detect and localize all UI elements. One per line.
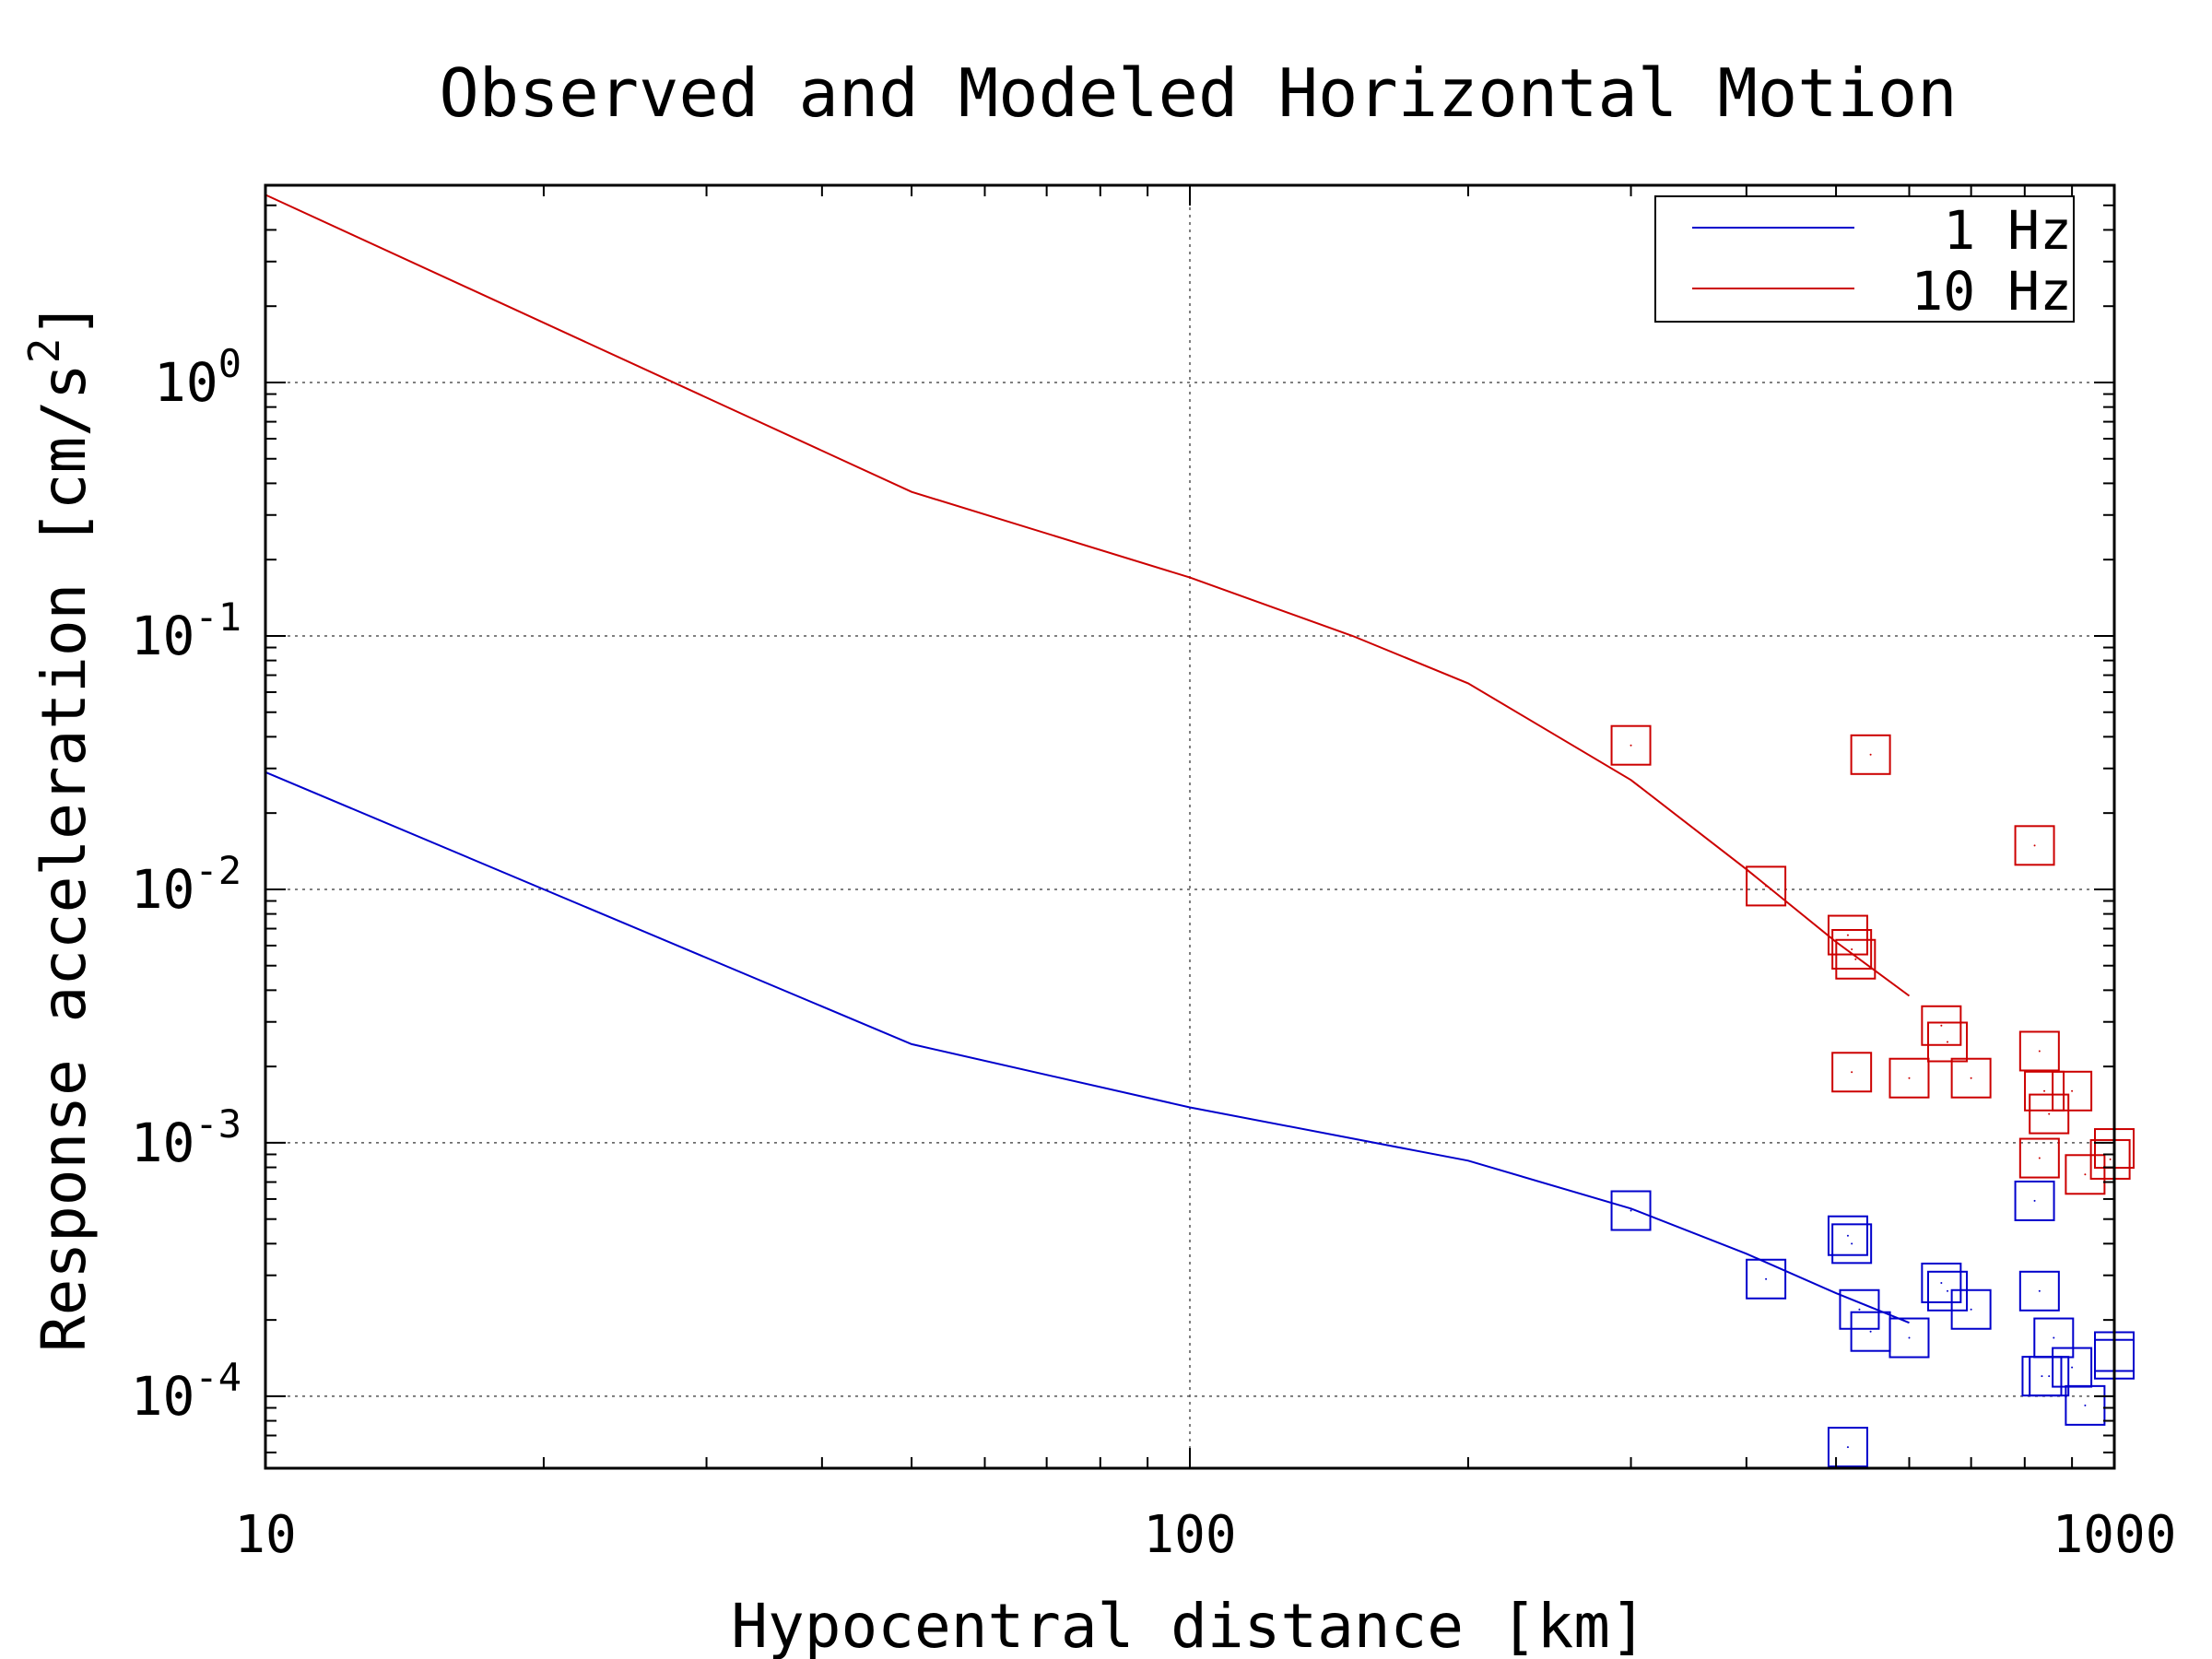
observed-point-center-10hz [1869, 753, 1872, 756]
observed-point-center-1hz [2041, 1375, 2043, 1378]
observed-point-10hz [2018, 1030, 2060, 1072]
observed-point-1hz [1888, 1317, 1930, 1359]
observed-point-center-10hz [1765, 885, 1768, 888]
y-axis-label-superscript: 2 [19, 338, 69, 364]
observed-point-center-1hz [1846, 1234, 1849, 1237]
observed-point-10hz [2089, 1138, 2131, 1180]
model-line-10hz [265, 194, 1911, 997]
x-tick-label-0: 10 [234, 1505, 296, 1565]
observed-point-center-1hz [1940, 1281, 1943, 1284]
observed-point-center-10hz [2084, 1173, 2087, 1176]
legend-label-1hz: 1 Hz [1943, 199, 2072, 262]
y-tick-label-2: 10-2 [131, 848, 241, 921]
legend: 1 Hz 10 Hz [1654, 195, 2075, 323]
observed-point-1hz [1921, 1262, 1962, 1303]
y-tick-label-0: 100 [154, 341, 241, 414]
observed-point-center-10hz [1851, 1071, 1853, 1074]
observed-point-center-1hz [2048, 1375, 2051, 1378]
model-lines [265, 194, 1911, 1324]
observed-point-10hz [2024, 1070, 2065, 1112]
observed-point-10hz [1827, 914, 1868, 956]
observed-point-center-10hz [2038, 1157, 2041, 1159]
observed-point-center-1hz [1908, 1336, 1911, 1339]
observed-point-10hz [1927, 1021, 1969, 1063]
y-axis-label: Response acceleration [cm/s2] [19, 301, 100, 1352]
observed-point-10hz [1746, 865, 1787, 907]
observed-point-center-10hz [2038, 1050, 2041, 1053]
grid-lines [265, 185, 2114, 1468]
observed-point-1hz [1746, 1258, 1787, 1300]
observed-point-center-10hz [1846, 934, 1849, 936]
observed-point-1hz [1610, 1190, 1652, 1231]
x-tick-label-1: 100 [1143, 1505, 1236, 1565]
observed-point-1hz [2033, 1317, 2075, 1359]
legend-label-10hz: 10 Hz [1911, 260, 2072, 323]
observed-point-center-10hz [2043, 1089, 2046, 1092]
y-tick-label-4: 10-4 [131, 1355, 241, 1428]
observed-points [1610, 724, 2135, 1468]
observed-point-center-10hz [2071, 1089, 2074, 1092]
observed-point-10hz [2014, 825, 2055, 866]
observed-point-10hz [1850, 734, 1891, 775]
legend-box [1654, 195, 2075, 323]
observed-point-10hz [2052, 1070, 2093, 1112]
observed-point-center-10hz [2048, 1112, 2051, 1115]
observed-point-1hz [1827, 1215, 1868, 1256]
observed-point-center-1hz [1630, 1209, 1632, 1212]
observed-point-10hz [2065, 1154, 2106, 1195]
observed-point-center-1hz [1947, 1289, 1949, 1292]
observed-point-center-10hz [1854, 958, 1857, 960]
y-axis-label-close: ] [29, 301, 100, 338]
observed-point-center-10hz [1970, 1077, 1972, 1079]
observed-point-10hz [1950, 1057, 1992, 1099]
observed-point-1hz [1827, 1427, 1868, 1468]
observed-point-center-1hz [1970, 1308, 1972, 1311]
observed-point-1hz [1831, 1223, 1873, 1265]
x-axis-tick-labels: 10 100 1000 [234, 1505, 2176, 1565]
observed-point-center-1hz [1765, 1277, 1768, 1280]
x-axis-label: Hypocentral distance [km] [731, 1591, 1646, 1659]
observed-point-1hz [2014, 1180, 2055, 1221]
observed-point-center-10hz [1908, 1077, 1911, 1079]
observed-point-center-1hz [2084, 1404, 2087, 1406]
observed-point-center-10hz [1851, 947, 1853, 950]
y-tick-label-3: 10-3 [131, 1101, 241, 1174]
axis-ticks [265, 184, 2114, 1468]
observed-point-1hz [1839, 1288, 1880, 1330]
observed-point-10hz [1835, 938, 1877, 980]
observed-point-center-1hz [1858, 1308, 1861, 1311]
observed-point-center-1hz [2053, 1336, 2055, 1339]
observed-point-10hz [2018, 1137, 2060, 1179]
observed-point-center-1hz [2038, 1289, 2041, 1292]
observed-point-1hz [1950, 1288, 1992, 1330]
observed-point-10hz [1831, 1052, 1873, 1093]
y-axis-tick-labels: 100 10-1 10-2 10-3 10-4 [131, 341, 241, 1428]
observed-point-center-1hz [2033, 1199, 2036, 1202]
observed-point-center-1hz [1869, 1330, 1872, 1333]
observed-point-10hz [2029, 1093, 2070, 1135]
x-tick-label-2: 1000 [2053, 1505, 2177, 1565]
observed-point-10hz [1888, 1057, 1930, 1099]
y-tick-label-1: 10-1 [131, 594, 241, 667]
observed-point-1hz [2065, 1384, 2106, 1426]
y-axis-label-text: Response acceleration [cm/s [29, 363, 100, 1352]
observed-point-10hz [1921, 1005, 1962, 1046]
observed-point-center-10hz [2109, 1158, 2112, 1160]
observed-point-1hz [2018, 1270, 2060, 1312]
observed-point-10hz [1610, 724, 1652, 766]
model-line-1hz [265, 771, 1910, 1324]
observed-point-1hz [1927, 1270, 1969, 1312]
observed-point-center-10hz [1947, 1041, 1949, 1043]
observed-point-center-10hz [1940, 1024, 1943, 1027]
observed-point-10hz [1831, 928, 1873, 970]
observed-point-center-1hz [1851, 1242, 1853, 1245]
chart-title: Observed and Modeled Horizontal Motion [439, 54, 1957, 132]
observed-point-center-10hz [2033, 844, 2036, 847]
observed-point-center-10hz [1630, 744, 1632, 747]
observed-point-center-1hz [1846, 1446, 1849, 1449]
observed-point-center-1hz [2071, 1366, 2074, 1369]
